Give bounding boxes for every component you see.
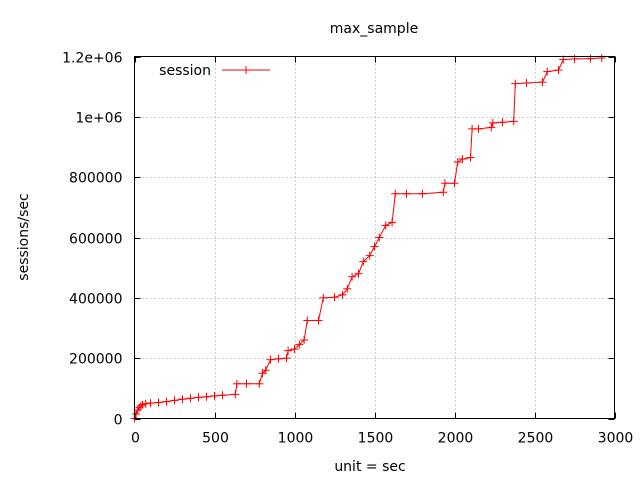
data-point-marker bbox=[146, 399, 155, 408]
data-point-marker bbox=[141, 399, 150, 408]
data-point-marker bbox=[458, 155, 467, 164]
axis-ticks: 0 500 1000 1500 2000 2500 3000 0 200000 400000 600… bbox=[62, 51, 633, 447]
x-tick-label: 3000 bbox=[598, 431, 634, 447]
data-point-marker bbox=[440, 179, 449, 188]
y-tick-label: 600000 bbox=[69, 232, 122, 248]
plot-frame bbox=[134, 56, 615, 419]
data-point-marker bbox=[232, 379, 241, 388]
y-tick-label: 1.2e+06 bbox=[62, 51, 123, 67]
data-point-marker bbox=[597, 54, 606, 63]
data-point-marker bbox=[261, 366, 270, 375]
data-point-marker bbox=[522, 79, 531, 88]
data-point-marker bbox=[343, 284, 352, 293]
x-tick-label: 2500 bbox=[518, 431, 554, 447]
data-point-marker bbox=[162, 397, 171, 406]
data-point-marker bbox=[354, 269, 363, 278]
data-point-marker bbox=[284, 346, 293, 355]
x-axis-label: unit = sec bbox=[334, 459, 405, 475]
data-point-marker bbox=[359, 257, 368, 266]
data-point-marker bbox=[266, 355, 275, 364]
data-point-marker bbox=[488, 118, 497, 127]
gridlines bbox=[134, 56, 615, 419]
y-tick-label: 200000 bbox=[69, 352, 122, 368]
data-point-marker bbox=[300, 336, 309, 345]
data-point-marker bbox=[154, 398, 163, 407]
legend: session bbox=[159, 63, 270, 79]
data-point-marker bbox=[202, 392, 211, 401]
data-point-marker bbox=[586, 54, 595, 63]
series-layer bbox=[130, 54, 606, 423]
data-point-marker bbox=[231, 390, 240, 399]
y-tick-label: 800000 bbox=[69, 171, 122, 187]
data-point-marker bbox=[391, 189, 400, 198]
x-tick-label: 1000 bbox=[278, 431, 314, 447]
x-tick-label: 0 bbox=[131, 431, 140, 447]
legend-label-session: session bbox=[159, 63, 211, 79]
data-point-marker bbox=[132, 409, 141, 418]
data-point-marker bbox=[543, 67, 552, 76]
data-point-marker bbox=[186, 394, 195, 403]
data-point-marker bbox=[242, 379, 251, 388]
data-point-marker bbox=[274, 354, 283, 363]
data-point-marker bbox=[509, 117, 518, 126]
chart-title: max_sample bbox=[330, 21, 418, 37]
y-tick-label: 0 bbox=[114, 413, 123, 429]
data-point-marker bbox=[319, 293, 328, 302]
data-point-marker bbox=[402, 189, 411, 198]
data-point-marker bbox=[511, 79, 520, 88]
data-point-marker bbox=[303, 316, 312, 325]
data-point-marker bbox=[348, 272, 357, 281]
data-point-marker bbox=[314, 316, 323, 325]
data-point-marker bbox=[255, 379, 264, 388]
data-point-marker bbox=[439, 188, 448, 197]
x-tick-label: 1500 bbox=[358, 431, 394, 447]
data-point-marker bbox=[450, 179, 459, 188]
data-point-marker bbox=[375, 233, 384, 242]
data-point-marker bbox=[218, 391, 227, 400]
data-point-marker bbox=[210, 391, 219, 400]
data-point-marker bbox=[138, 400, 147, 409]
x-tick-label: 2000 bbox=[438, 431, 474, 447]
data-point-marker bbox=[466, 153, 475, 162]
y-tick-label: 1e+06 bbox=[75, 111, 122, 127]
data-point-marker bbox=[370, 242, 379, 251]
data-point-marker bbox=[418, 189, 427, 198]
data-point-marker bbox=[388, 218, 397, 227]
data-point-marker bbox=[178, 395, 187, 404]
data-point-marker bbox=[453, 158, 462, 167]
data-point-marker bbox=[538, 78, 547, 87]
y-tick-label: 400000 bbox=[69, 292, 122, 308]
data-point-marker bbox=[330, 293, 339, 302]
data-point-marker bbox=[381, 221, 390, 230]
data-point-marker bbox=[295, 340, 304, 349]
series-line-session bbox=[134, 57, 602, 419]
data-point-marker bbox=[170, 396, 179, 405]
data-point-marker bbox=[554, 66, 563, 75]
data-point-marker bbox=[136, 401, 145, 410]
data-point-marker bbox=[290, 345, 299, 354]
data-point-marker bbox=[498, 118, 507, 127]
data-point-marker bbox=[282, 354, 291, 363]
x-tick-label: 500 bbox=[202, 431, 229, 447]
data-point-marker bbox=[338, 290, 347, 299]
y-axis-label: sessions/sec bbox=[16, 193, 32, 280]
data-point-marker bbox=[365, 251, 374, 260]
data-point-marker bbox=[487, 123, 496, 132]
data-point-marker bbox=[194, 393, 203, 402]
data-point-marker bbox=[474, 124, 483, 133]
